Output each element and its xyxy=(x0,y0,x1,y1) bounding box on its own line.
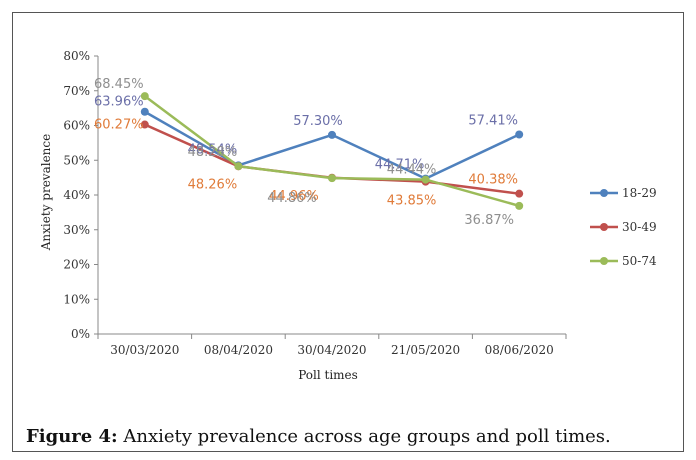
data-label-18-29: 57.30% xyxy=(293,114,343,129)
x-tick-label: 30/04/2020 xyxy=(297,343,366,357)
y-axis-title: Anxiety prevalence xyxy=(39,134,53,251)
data-label-50-74: 44.86% xyxy=(267,191,317,206)
legend: 18-29 30-49 50-74 xyxy=(590,186,657,268)
x-tick-label: 08/04/2020 xyxy=(204,343,273,357)
figure-caption: Figure 4: Anxiety prevalence across age … xyxy=(26,426,611,447)
data-label-30-49: 48.26% xyxy=(188,177,238,192)
data-label-30-49: 43.85% xyxy=(387,194,437,209)
data-point-50-74 xyxy=(328,174,336,183)
y-tick-label: 50% xyxy=(63,153,90,167)
data-label-30-49: 60.27% xyxy=(94,118,144,133)
data-label-18-29: 48.54% xyxy=(188,142,238,157)
y-axis: 0% 10% 20% 30% 40% 50% 60% 70% 80% xyxy=(63,49,99,341)
x-axis: 30/03/2020 08/04/2020 30/04/2020 21/05/2020… xyxy=(97,333,567,357)
legend-label-18-29: 18-29 xyxy=(622,186,657,200)
data-labels: 63.96% 48.54% 57.30% 44.71% 57.41% 60.27% 48.2… xyxy=(94,77,518,228)
data-point-50-74 xyxy=(140,92,149,101)
y-tick-label: 80% xyxy=(63,49,90,63)
data-point-50-74 xyxy=(234,162,243,171)
data-label-50-74: 44.44% xyxy=(387,163,437,178)
y-tick-label: 60% xyxy=(63,119,90,133)
data-label-50-74: 48.28% xyxy=(188,145,238,160)
x-tick-label: 21/05/2020 xyxy=(391,343,460,357)
figure-caption-text: Anxiety prevalence across age groups and… xyxy=(117,426,611,447)
y-tick-label: 30% xyxy=(63,223,90,237)
y-tick-label: 0% xyxy=(71,327,90,341)
data-label-30-49: 44.96% xyxy=(269,189,319,204)
data-point-18-29 xyxy=(515,130,524,139)
data-point-50-74 xyxy=(515,201,524,210)
x-axis-title: Poll times xyxy=(298,368,358,382)
data-point-18-29 xyxy=(328,130,336,139)
legend-marker-18-29 xyxy=(600,189,608,197)
series-group xyxy=(140,92,524,210)
y-tick-label: 70% xyxy=(63,84,90,98)
data-point-30-49 xyxy=(515,189,524,198)
x-tick-label: 08/06/2020 xyxy=(485,343,554,357)
y-tick-label: 20% xyxy=(63,258,90,272)
legend-label-50-74: 50-74 xyxy=(622,254,657,268)
data-label-30-49: 40.38% xyxy=(468,173,518,188)
data-label-18-29: 63.96% xyxy=(94,95,144,110)
legend-label-30-49: 30-49 xyxy=(622,220,657,234)
data-label-18-29: 44.71% xyxy=(375,158,425,173)
legend-marker-50-74 xyxy=(600,257,608,265)
data-label-50-74: 68.45% xyxy=(94,77,144,92)
legend-marker-30-49 xyxy=(600,223,608,231)
data-label-50-74: 36.87% xyxy=(464,213,514,228)
data-point-30-49 xyxy=(140,120,149,129)
data-label-18-29: 57.41% xyxy=(468,114,518,129)
y-tick-label: 10% xyxy=(63,292,90,306)
figure-caption-label: Figure 4: xyxy=(26,426,118,447)
data-point-50-74 xyxy=(421,175,430,184)
y-tick-label: 40% xyxy=(63,188,90,202)
x-tick-label: 30/03/2020 xyxy=(110,343,179,357)
data-point-18-29 xyxy=(140,107,149,116)
figure-frame xyxy=(12,12,684,452)
